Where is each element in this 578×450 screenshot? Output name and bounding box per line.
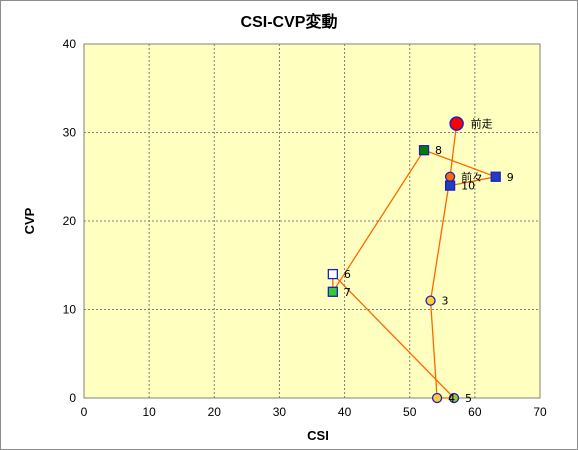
y-axis-ticks: 0 10 20 30 40: [63, 37, 77, 405]
x-tick-label: 70: [533, 405, 547, 419]
y-tick-label: 30: [63, 126, 77, 140]
data-point: [327, 286, 338, 297]
point-label: 4: [448, 392, 455, 405]
point-label: 8: [435, 144, 442, 157]
data-point: [327, 268, 338, 280]
point-label: 5: [465, 392, 472, 405]
grid-lines: [84, 44, 540, 398]
point-label: 9: [507, 171, 514, 184]
series-path: [332, 123, 499, 399]
y-tick-label: 40: [63, 37, 77, 51]
point-label: 6: [344, 268, 351, 281]
data-point: [490, 171, 501, 182]
x-tick-label: 40: [338, 405, 352, 419]
data-point: [448, 392, 460, 404]
data-point: [444, 171, 456, 182]
x-tick-label: 50: [403, 405, 417, 419]
data-point: [425, 295, 436, 306]
data-point: [431, 392, 443, 404]
point-label: 前走: [471, 117, 493, 131]
data-point: [449, 116, 464, 131]
x-tick-label: 60: [468, 405, 482, 419]
data-point: [444, 180, 456, 191]
x-tick-label: 20: [208, 405, 222, 419]
point-label: 前々: [461, 170, 483, 184]
x-tick-label: 0: [81, 405, 88, 419]
x-axis-ticks: 0 10 20 30 40 50 60 70: [81, 405, 547, 419]
point-label: 3: [442, 295, 449, 308]
y-axis-label: CVP: [22, 207, 37, 234]
chart-title: CSI-CVP変動: [241, 12, 338, 31]
data-markers: [327, 116, 501, 404]
point-label: 7: [344, 286, 351, 299]
x-axis-label: CSI: [307, 428, 329, 443]
series-line: [332, 123, 499, 399]
x-tick-label: 30: [273, 405, 287, 419]
point-label: 10: [461, 180, 475, 193]
y-tick-label: 10: [63, 303, 77, 317]
y-tick-label: 0: [69, 391, 76, 405]
x-tick-label: 10: [142, 405, 156, 419]
y-tick-label: 20: [63, 214, 77, 228]
data-point: [418, 145, 430, 156]
